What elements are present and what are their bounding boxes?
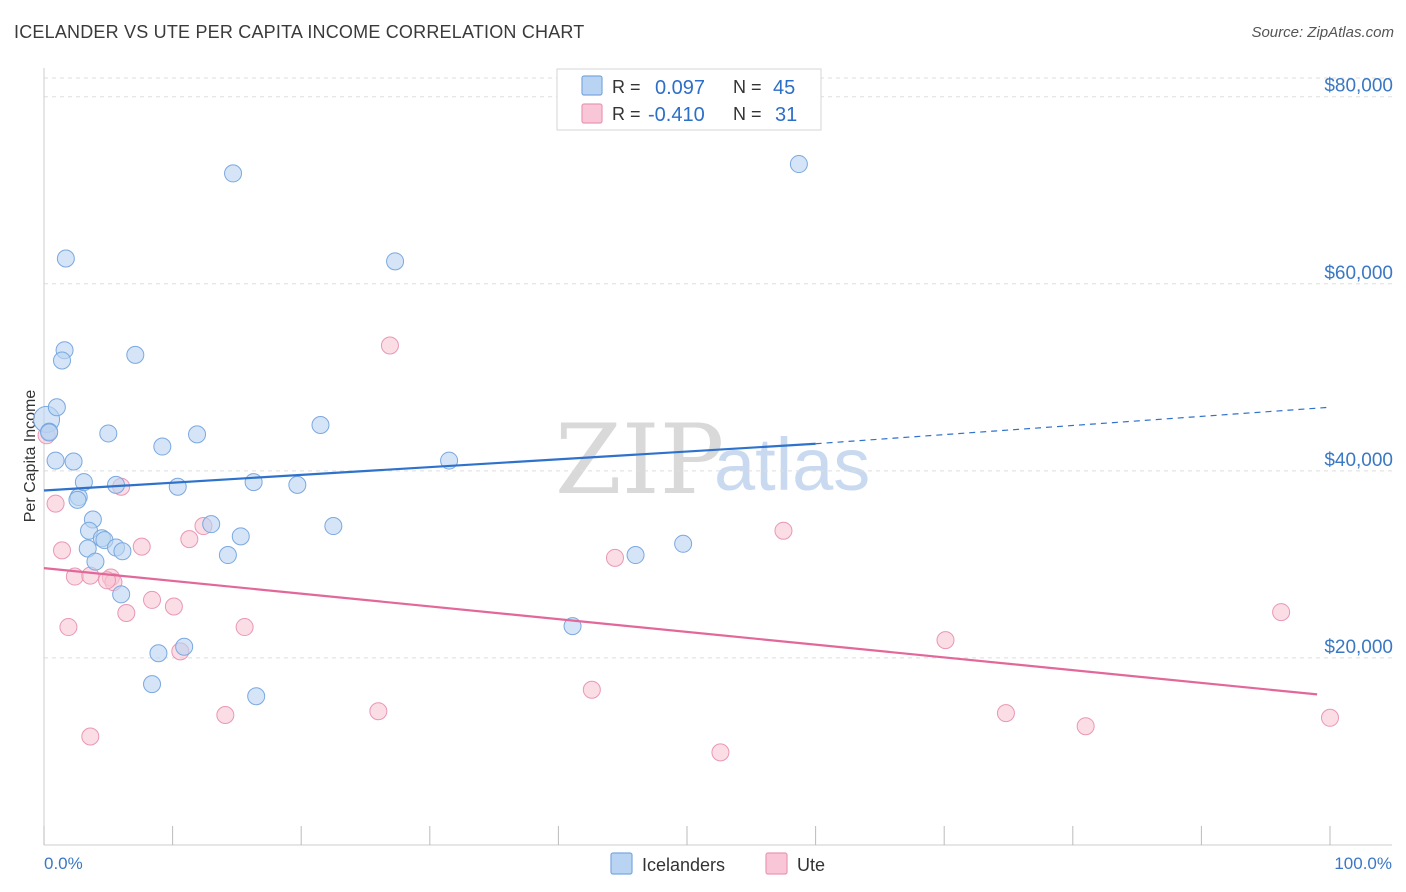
legend-n-label-ute: N = — [733, 104, 762, 124]
ute-point — [605, 548, 624, 567]
legend-n-label-icelanders: N = — [733, 77, 762, 97]
y-tick-label: $60,000 — [1324, 263, 1393, 284]
legend-r-value-icelanders: 0.097 — [655, 77, 705, 99]
icelanders-point — [74, 473, 93, 492]
ute-point — [235, 618, 254, 637]
ute-point — [216, 705, 235, 724]
icelanders-point — [789, 155, 808, 174]
icelanders-point — [386, 252, 405, 271]
watermark-atlas: atlas — [714, 423, 870, 506]
ute-point — [711, 743, 730, 762]
icelanders-point — [247, 687, 266, 706]
ute-trend-line — [43, 567, 1318, 696]
x-tick-label-max: 100.0% — [1334, 854, 1392, 873]
icelanders-point — [674, 534, 693, 553]
icelanders-point — [202, 515, 221, 534]
icelanders-point — [53, 351, 72, 370]
ute-point — [46, 494, 65, 513]
ute-point — [936, 631, 955, 650]
icelanders-point — [40, 423, 59, 442]
ute-point — [132, 537, 151, 556]
icelanders-point — [244, 473, 263, 492]
icelanders-point — [126, 345, 145, 364]
icelanders-point — [47, 398, 66, 417]
ute-point — [98, 571, 117, 590]
icelanders-point — [231, 527, 250, 546]
y-axis-tick-labels: $20,000 $40,000 $60,000 $80,000 — [1324, 76, 1393, 658]
ute-point — [164, 597, 183, 616]
trend-lines — [43, 406, 1331, 696]
bottom-legend-swatch-icelanders — [610, 852, 633, 875]
ute-point — [1272, 603, 1291, 622]
icelanders-point — [143, 675, 162, 694]
icelanders-point — [311, 416, 330, 435]
ute-point — [53, 541, 72, 560]
icelanders-point — [99, 424, 118, 443]
ute-point — [774, 521, 793, 540]
x-tick-label-min: 0.0% — [44, 854, 83, 873]
correlation-legend: R = 0.097 N = 45 R = -0.410 N = 31 — [556, 68, 822, 131]
ute-point — [369, 702, 388, 721]
y-tick-label: $40,000 — [1324, 450, 1393, 471]
icelanders-point — [56, 249, 75, 268]
icelanders-point — [168, 477, 187, 496]
ute-point — [1076, 717, 1095, 736]
legend-r-label-icelanders: R = — [612, 77, 641, 97]
icelanders-point — [86, 552, 105, 571]
ute-point — [117, 604, 136, 623]
icelanders-point — [224, 164, 243, 183]
bottom-legend-label-icelanders: Icelanders — [642, 855, 725, 875]
legend-r-label-ute: R = — [612, 104, 641, 124]
chart-title: ICELANDER VS UTE PER CAPITA INCOME CORRE… — [14, 22, 585, 42]
legend-swatch-icelanders — [581, 75, 603, 96]
x-axis-ticks — [43, 826, 1331, 845]
icelanders-trend-line — [43, 442, 816, 492]
icelanders-point — [149, 644, 168, 663]
icelanders-point — [112, 585, 131, 604]
icelanders-point — [68, 490, 87, 509]
icelanders-point — [288, 475, 307, 494]
ute-point — [582, 680, 601, 699]
y-axis-label: Per Capita Income — [22, 390, 39, 523]
bottom-legend-label-ute: Ute — [797, 855, 825, 875]
ute-point — [143, 590, 162, 609]
ute-point — [380, 336, 399, 355]
legend-n-value-ute: 31 — [775, 104, 797, 126]
icelanders-point — [626, 546, 645, 565]
icelanders-point — [175, 637, 194, 656]
icelanders-point — [64, 452, 83, 471]
icelanders-point — [188, 425, 207, 444]
series-icelanders-points — [33, 155, 808, 706]
y-tick-label: $80,000 — [1324, 76, 1393, 97]
icelanders-point — [46, 451, 65, 470]
watermark-zip: ZIP — [555, 404, 724, 516]
ute-point — [81, 727, 100, 746]
ute-point — [996, 704, 1015, 723]
gridlines — [44, 77, 1392, 659]
legend-n-value-icelanders: 45 — [773, 77, 795, 99]
icelanders-point — [153, 437, 172, 456]
source-credit: Source: ZipAtlas.com — [1251, 24, 1394, 41]
legend-r-value-ute: -0.410 — [648, 104, 705, 126]
bottom-legend-swatch-ute — [765, 852, 788, 875]
y-tick-label: $20,000 — [1324, 637, 1393, 658]
icelanders-trend-extension — [815, 406, 1331, 445]
ute-point — [59, 618, 78, 637]
legend-swatch-ute — [581, 103, 603, 124]
ute-point — [180, 530, 199, 549]
series-legend: Icelanders Ute — [610, 852, 825, 875]
ute-point — [1321, 708, 1339, 727]
icelanders-point — [218, 546, 237, 565]
icelanders-point — [113, 542, 132, 561]
icelanders-point — [324, 517, 343, 536]
